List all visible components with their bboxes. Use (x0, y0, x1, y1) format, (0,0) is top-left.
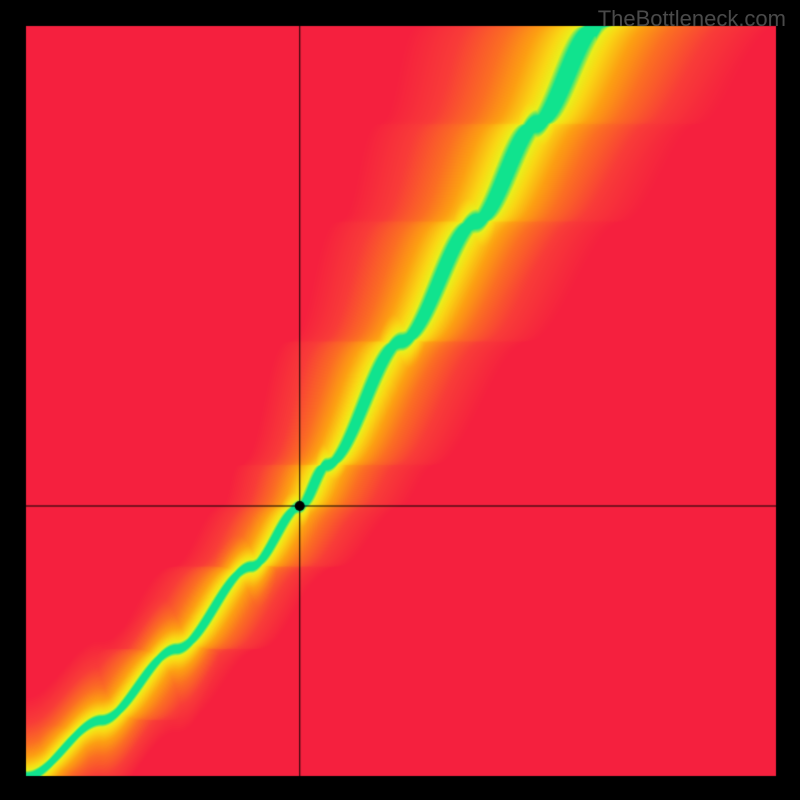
chart-container: TheBottleneck.com (0, 0, 800, 800)
heatmap-canvas (0, 0, 800, 800)
watermark-text: TheBottleneck.com (598, 6, 786, 32)
